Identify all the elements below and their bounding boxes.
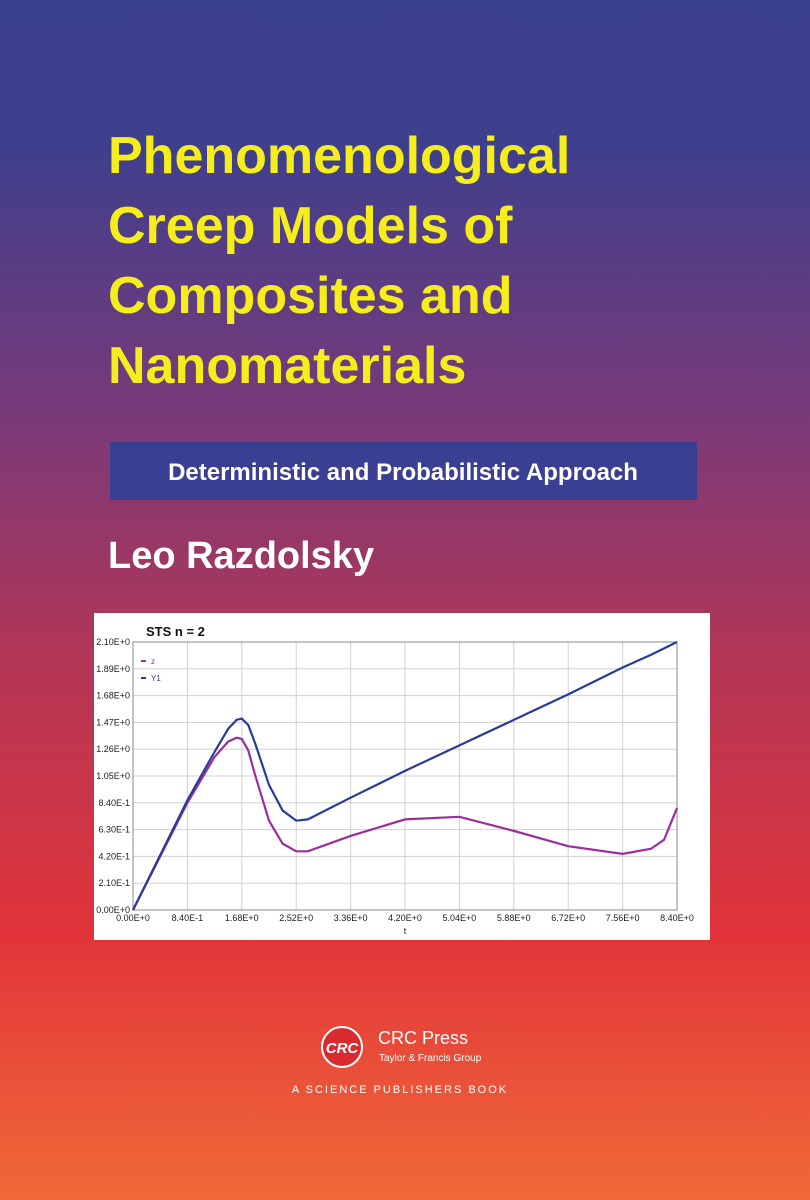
x-tick-label: 6.72E+0 (551, 913, 585, 923)
x-tick-label: 7.56E+0 (606, 913, 640, 923)
subtitle-box (110, 442, 697, 500)
logo-text: CRC (326, 1040, 360, 1057)
x-tick-label: 1.68E+0 (225, 913, 259, 923)
tagline: A SCIENCE PUBLISHERS BOOK (292, 1084, 508, 1096)
x-tick-label: 5.04E+0 (443, 913, 477, 923)
x-tick-label: 8.40E-1 (172, 913, 204, 923)
author: Leo Razdolsky (108, 535, 374, 577)
logo-circle (321, 1026, 363, 1068)
title-line: Nanomaterials (108, 337, 466, 395)
legend-label: z (151, 657, 155, 666)
legend-label: Y1 (151, 674, 161, 683)
series-line (132, 736, 679, 911)
y-tick-label: 1.26E+0 (96, 744, 130, 754)
publisher-group: Taylor & Francis Group (379, 1053, 482, 1064)
y-tick-label: 8.40E-1 (98, 798, 130, 808)
y-tick-label: 4.20E-1 (98, 851, 130, 861)
x-tick-label: 4.20E+0 (388, 913, 422, 923)
y-tick-label: 1.05E+0 (96, 771, 130, 781)
publisher: CRC Press (378, 1028, 468, 1048)
x-tick-label: 8.40E+0 (660, 913, 694, 923)
y-tick-label: 2.10E+0 (96, 637, 130, 647)
y-tick-label: 6.30E-1 (98, 825, 130, 835)
chart-title: STS n = 2 (146, 624, 205, 639)
title-line: Phenomenological (108, 127, 570, 185)
y-tick-label: 1.68E+0 (96, 691, 130, 701)
chart: 0.00E+0 2.10E-1 4.20E-1 6.30E-1 8.40E-1 1.05E… (96, 624, 694, 936)
title: Phenomenological Creep Models of Composi… (108, 127, 570, 395)
y-tick-label: 2.10E-1 (98, 878, 130, 888)
x-tick-label: 3.36E+0 (334, 913, 368, 923)
subtitle: Deterministic and Probabilistic Approach (168, 459, 638, 486)
title-line: Creep Models of (108, 197, 513, 255)
x-tick-label: 2.52E+0 (279, 913, 313, 923)
y-tick-label: 1.47E+0 (96, 717, 130, 727)
y-tick-label: 0.00E+0 (96, 905, 130, 915)
x-axis-label: t (404, 926, 407, 936)
x-tick-label: 5.88E+0 (497, 913, 531, 923)
plot-frame (132, 641, 678, 911)
series-line (132, 641, 678, 911)
y-tick-label: 1.89E+0 (96, 664, 130, 674)
x-tick-label: 0.00E+0 (116, 913, 150, 923)
title-line: Composites and (108, 267, 513, 325)
